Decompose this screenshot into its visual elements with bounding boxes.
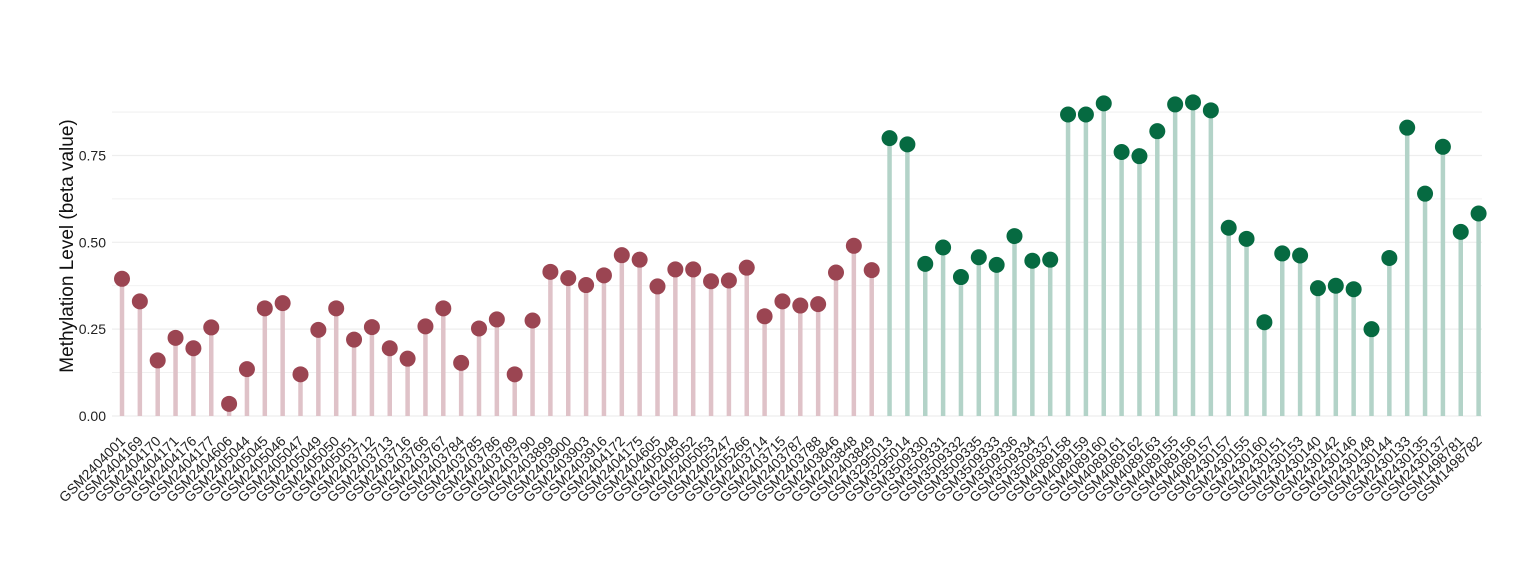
data-point [810, 296, 827, 313]
y-tick-label: 0.25 [79, 321, 106, 337]
data-point [131, 293, 148, 310]
data-point [595, 267, 612, 284]
data-point [363, 319, 380, 336]
data-point [631, 251, 648, 268]
y-tick-label: 0.50 [79, 234, 106, 250]
data-point [203, 319, 220, 336]
data-point [1024, 252, 1041, 269]
data-point [524, 312, 541, 329]
data-point [970, 249, 987, 266]
y-tick-label: 0.75 [79, 147, 106, 163]
data-point [274, 295, 291, 312]
data-point [828, 264, 844, 281]
data-point [1345, 281, 1362, 298]
data-point [435, 300, 452, 317]
data-point [256, 300, 273, 317]
y-tick-label: 0.00 [79, 408, 106, 424]
data-point [613, 247, 630, 264]
data-point [453, 354, 470, 371]
data-point [185, 340, 202, 357]
data-point [1095, 95, 1112, 112]
data-point [720, 272, 737, 289]
data-point [1256, 314, 1273, 331]
data-point [399, 350, 416, 367]
data-point [1185, 94, 1201, 111]
data-point [1309, 280, 1326, 297]
data-point [1292, 247, 1309, 264]
data-point [1274, 245, 1291, 262]
data-point [774, 293, 791, 310]
data-point [649, 278, 666, 295]
data-point [381, 340, 398, 357]
data-point [988, 256, 1005, 273]
data-point [167, 329, 184, 346]
data-point [863, 262, 880, 279]
data-point [346, 331, 363, 348]
data-point [1363, 321, 1380, 338]
data-point [1131, 148, 1148, 165]
data-point [471, 320, 487, 337]
data-point [1417, 185, 1434, 202]
data-point [917, 255, 934, 272]
data-point [488, 311, 505, 328]
data-point [935, 239, 952, 256]
data-point [1434, 138, 1451, 155]
data-point [114, 270, 130, 287]
data-point [1238, 230, 1255, 247]
data-point [685, 261, 702, 278]
data-point [1113, 144, 1130, 160]
data-point [506, 366, 523, 383]
data-point [881, 130, 898, 147]
data-point [845, 237, 862, 254]
data-point [1202, 102, 1219, 119]
data-point [328, 300, 345, 317]
data-point [1381, 249, 1398, 266]
data-point [952, 269, 969, 286]
data-point [292, 366, 309, 383]
data-point [756, 308, 773, 325]
grid-lines [112, 111, 1482, 417]
stems [119, 102, 1481, 416]
data-point [542, 263, 559, 280]
data-point [1470, 205, 1487, 222]
y-axis-title: Methylation Level (beta value) [57, 119, 78, 372]
data-point [703, 273, 720, 290]
data-point [1399, 119, 1416, 136]
data-point [1220, 219, 1237, 236]
data-point [221, 395, 238, 412]
data-point [1006, 228, 1023, 245]
data-point [1167, 96, 1184, 113]
data-point [792, 297, 809, 314]
data-point [560, 270, 577, 287]
data-point [899, 136, 916, 153]
data-point [1149, 123, 1166, 140]
points [114, 94, 1487, 412]
x-tick-labels: GSM2404001GSM2404169GSM2404170GSM2404171… [56, 433, 1485, 506]
data-point [1060, 106, 1077, 123]
data-point [1077, 106, 1094, 123]
data-point [578, 277, 595, 294]
data-point [1452, 223, 1469, 240]
data-point [1327, 277, 1344, 294]
data-point [310, 321, 327, 338]
y-tick-labels: 0.00 0.25 0.50 0.75 [79, 147, 106, 424]
data-point [417, 318, 434, 335]
data-point [667, 261, 684, 278]
data-point [238, 361, 255, 378]
data-point [738, 259, 755, 276]
data-point [1042, 251, 1059, 268]
data-point [149, 352, 166, 369]
